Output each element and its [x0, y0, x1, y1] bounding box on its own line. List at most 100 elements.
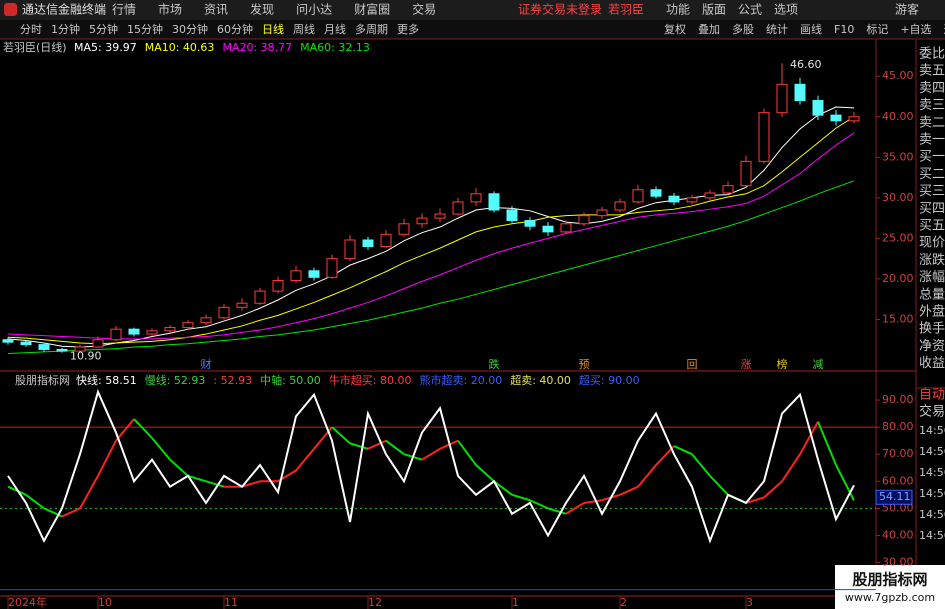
x-tick-label: 2024年: [8, 595, 47, 609]
candle-body: [794, 83, 806, 102]
period-button[interactable]: 15分钟: [127, 22, 163, 36]
candle-body: [182, 322, 194, 329]
candle-body: [740, 160, 752, 187]
slow-line-segment: [367, 439, 387, 450]
sidebar-button: 自动: [919, 388, 945, 403]
candle-body: [290, 270, 302, 282]
slow-line-segment: [493, 480, 513, 496]
event-marker: 榜: [777, 357, 788, 371]
time-label: 14:56: [919, 487, 945, 500]
menu-item[interactable]: 财富圈: [354, 2, 390, 17]
tool-button[interactable]: F10: [834, 23, 854, 36]
quote-field: 卖三: [919, 98, 945, 113]
candle-body: [344, 239, 356, 260]
period-button[interactable]: 月线: [324, 22, 346, 36]
y-tick-label: 90.00: [882, 393, 914, 406]
period-button[interactable]: 更多: [397, 22, 419, 36]
y-tick-label: 60.00: [882, 474, 914, 487]
period-button[interactable]: 多周期: [355, 22, 388, 36]
slow-line-segment: [817, 421, 837, 466]
app-title: 通达信金融终端: [22, 2, 106, 17]
tool-button[interactable]: 叠加: [698, 23, 720, 36]
slow-line-segment: [781, 453, 801, 482]
period-button[interactable]: 5分钟: [89, 22, 118, 36]
toolbar: [0, 20, 945, 39]
menu-item[interactable]: 公式: [738, 3, 762, 17]
candle-body: [758, 112, 770, 162]
event-marker: 减: [813, 358, 824, 371]
x-tick-label: 10: [98, 596, 112, 609]
legend-entry: 快线: 58.51: [76, 373, 137, 387]
candle-body: [488, 193, 500, 211]
menu-item[interactable]: 选项: [774, 3, 798, 17]
candle-body: [722, 185, 734, 194]
menu-item[interactable]: 发现: [250, 2, 274, 17]
menu-item[interactable]: 资讯: [204, 3, 228, 17]
y-tick-label: 45.00: [882, 69, 914, 82]
candle-body: [236, 302, 248, 308]
quote-field: 涨幅: [919, 270, 945, 285]
candle-body: [848, 116, 860, 122]
slow-line-segment: [331, 426, 351, 445]
candle-body: [20, 341, 32, 346]
y-tick-label: 30.00: [882, 556, 914, 569]
candle-body: [146, 330, 158, 335]
tool-button[interactable]: 画线: [800, 22, 822, 36]
slow-line-segment: [313, 426, 333, 450]
slow-line-segment: [799, 421, 819, 455]
time-label: 14:56: [919, 424, 945, 437]
slow-line-segment: [97, 440, 117, 477]
x-tick-label: 2: [620, 596, 627, 609]
tool-button[interactable]: 统计: [766, 23, 788, 36]
candle-body: [164, 327, 176, 332]
tool-button[interactable]: 复权: [664, 22, 686, 36]
period-button[interactable]: 分时: [20, 23, 42, 36]
tool-button[interactable]: 多股: [732, 22, 754, 36]
slow-line-segment: [475, 464, 495, 483]
period-button[interactable]: 周线: [293, 22, 315, 36]
event-marker: 回: [687, 358, 698, 371]
slow-line-segment: [565, 502, 585, 515]
menu-item[interactable]: 功能: [666, 3, 690, 17]
login-notice: 证券交易未登录: [518, 2, 602, 17]
slow-line-segment: [457, 440, 477, 466]
period-button[interactable]: 1分钟: [51, 22, 80, 36]
menu-item[interactable]: 版面: [702, 3, 726, 17]
legend-entry: 中轴: 50.00: [260, 373, 321, 387]
candle-body: [434, 213, 446, 219]
period-button[interactable]: 60分钟: [217, 22, 253, 36]
candle-body: [38, 344, 50, 350]
x-tick-label: 12: [368, 596, 382, 609]
period-button[interactable]: 30分钟: [172, 22, 208, 36]
tool-button[interactable]: 返回: [944, 23, 945, 36]
legend-entry: 慢线: 52.93: [145, 373, 206, 387]
time-label: 14:56: [919, 529, 945, 542]
tool-button[interactable]: +自选: [900, 23, 931, 36]
candle-body: [380, 233, 392, 247]
quote-field: 外盘: [919, 304, 945, 320]
user[interactable]: 游客: [895, 2, 919, 17]
moving-average: [7, 180, 855, 355]
menu-item[interactable]: 行情: [112, 3, 136, 17]
quote-field: 卖五: [919, 64, 945, 79]
quote-field: 买二: [919, 167, 945, 182]
slow-line-segment: [115, 418, 135, 442]
sidebar-button: 交易: [919, 404, 945, 420]
indicator-title: 股朋指标网: [15, 373, 70, 387]
slow-line-segment: [169, 458, 189, 477]
menu-item[interactable]: 市场: [158, 2, 182, 17]
quote-field: 涨跌: [919, 252, 945, 268]
tool-button[interactable]: 标记: [866, 22, 888, 36]
slow-line-segment: [835, 464, 855, 501]
period-button[interactable]: 日线: [262, 22, 284, 36]
event-marker: 财: [201, 357, 212, 371]
slow-line-segment: [421, 447, 441, 461]
menu-item[interactable]: 交易: [412, 2, 436, 17]
candle-body: [56, 348, 68, 352]
slow-line-segment: [709, 475, 729, 496]
menu-item[interactable]: 问小达: [296, 3, 332, 17]
time-label: 14:56: [919, 466, 945, 479]
quote-field: 买五: [919, 219, 945, 234]
candle-body: [128, 328, 140, 335]
